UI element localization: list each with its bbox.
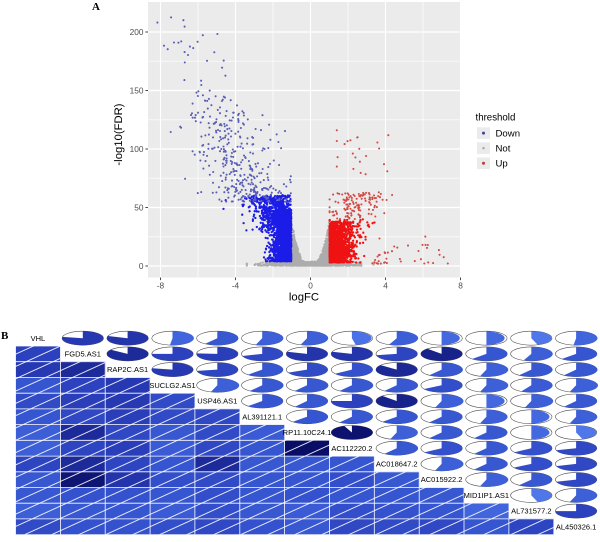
svg-text:0: 0: [308, 281, 313, 291]
svg-text:SUCLG2.AS1: SUCLG2.AS1: [149, 381, 195, 390]
svg-text:Not: Not: [496, 144, 511, 155]
svg-text:-4: -4: [232, 281, 240, 291]
svg-text:B: B: [1, 330, 9, 342]
svg-text:150: 150: [130, 86, 144, 96]
svg-text:200: 200: [130, 27, 144, 37]
svg-text:50: 50: [134, 203, 144, 213]
svg-text:-8: -8: [157, 281, 165, 291]
svg-text:logFC: logFC: [289, 292, 319, 304]
svg-text:Down: Down: [496, 128, 521, 139]
svg-text:USP46.AS1: USP46.AS1: [197, 397, 237, 406]
svg-text:MID1IP1.AS1: MID1IP1.AS1: [464, 491, 509, 500]
svg-text:AC018647.2: AC018647.2: [376, 460, 418, 469]
svg-text:AL731577.2: AL731577.2: [511, 507, 551, 516]
svg-text:VHL: VHL: [31, 334, 46, 343]
svg-text:0: 0: [139, 261, 144, 271]
svg-text:AC112220.2: AC112220.2: [331, 444, 372, 453]
svg-text:Up: Up: [496, 159, 508, 170]
svg-text:-log10(FDR): -log10(FDR): [113, 103, 125, 165]
svg-text:AL391121.1: AL391121.1: [242, 412, 282, 421]
svg-text:8: 8: [458, 281, 463, 291]
svg-text:RAP2C.AS1: RAP2C.AS1: [107, 365, 148, 374]
svg-text:A: A: [92, 1, 100, 13]
svg-text:FGD5.AS1: FGD5.AS1: [65, 350, 101, 359]
svg-text:100: 100: [130, 144, 144, 154]
svg-text:AC015922.2: AC015922.2: [421, 475, 463, 484]
svg-text:threshold: threshold: [476, 113, 516, 124]
svg-text:4: 4: [383, 281, 388, 291]
svg-text:RP11.10C24.1: RP11.10C24.1: [283, 428, 332, 437]
svg-text:AL450326.1: AL450326.1: [556, 522, 596, 531]
